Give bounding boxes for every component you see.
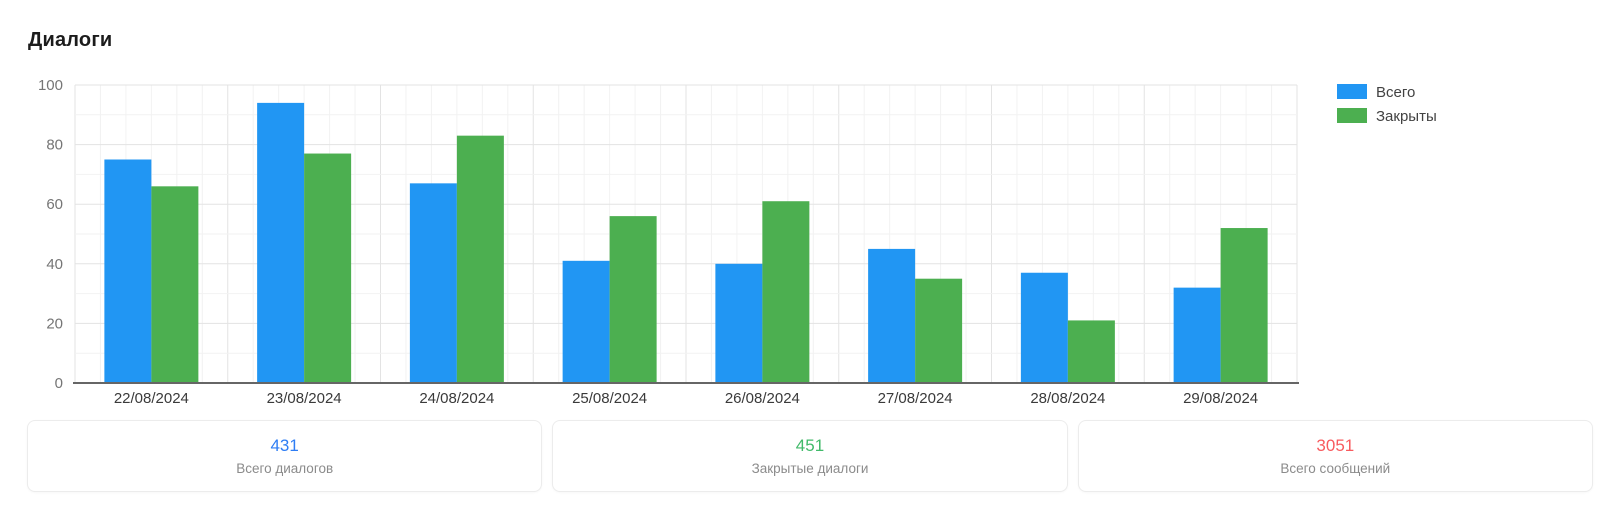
bar-total-22/08/2024[interactable]	[104, 159, 152, 384]
total-dialogs-label: Всего диалогов	[236, 460, 334, 476]
card-total-dialogs: 431 Всего диалогов	[27, 420, 543, 492]
total-dialogs-value: 431	[270, 435, 299, 455]
summary-cards: 431 Всего диалогов 451 Закрытые диалоги …	[27, 420, 1593, 492]
bar-closed-26/08/2024[interactable]	[762, 201, 810, 383]
bar-total-25/08/2024[interactable]	[562, 260, 610, 383]
y-tick-label: 0	[55, 375, 63, 392]
total-messages-value: 3051	[1316, 435, 1355, 455]
bar-closed-22/08/2024[interactable]	[151, 186, 199, 383]
y-tick-label: 40	[46, 256, 63, 273]
legend-label-closed[interactable]: Закрыты	[1376, 108, 1437, 125]
x-tick-label: 27/08/2024	[878, 390, 953, 407]
closed-dialogs-label: Закрытые диалоги	[751, 460, 869, 476]
bar-closed-24/08/2024[interactable]	[456, 135, 504, 383]
x-tick-label: 26/08/2024	[725, 390, 800, 407]
legend-label-total[interactable]: Всего	[1376, 84, 1415, 101]
legend-swatch-closed[interactable]	[1337, 108, 1367, 123]
bar-closed-25/08/2024[interactable]	[609, 216, 657, 383]
bar-closed-27/08/2024[interactable]	[915, 278, 963, 383]
x-tick-label: 28/08/2024	[1030, 390, 1105, 407]
dialogs-bar-chart: 22/08/2024 23/08/2024 24/08/2024 25/08/2024…	[38, 77, 1437, 407]
bar-closed-23/08/2024[interactable]	[304, 153, 352, 383]
bar-closed-29/08/2024[interactable]	[1220, 228, 1268, 383]
bar-total-23/08/2024[interactable]	[257, 102, 305, 383]
y-tick-label: 100	[38, 77, 63, 94]
y-tick-label: 60	[46, 196, 63, 213]
x-tick-label: 23/08/2024	[267, 390, 342, 407]
closed-dialogs-value: 451	[795, 435, 825, 455]
x-tick-label: 25/08/2024	[572, 390, 647, 407]
bar-total-27/08/2024[interactable]	[868, 248, 916, 383]
bar-total-26/08/2024[interactable]	[715, 263, 763, 383]
x-tick-label: 22/08/2024	[114, 390, 189, 407]
bar-total-29/08/2024[interactable]	[1173, 287, 1221, 383]
bar-total-28/08/2024[interactable]	[1020, 272, 1068, 383]
legend-swatch-total[interactable]	[1337, 84, 1367, 99]
card-closed-dialogs: 451 Закрытые диалоги	[552, 420, 1068, 492]
total-messages-label: Всего сообщений	[1280, 460, 1391, 476]
bar-closed-28/08/2024[interactable]	[1067, 320, 1115, 383]
card-total-messages: 3051 Всего сообщений	[1077, 420, 1593, 492]
x-tick-label: 29/08/2024	[1183, 390, 1258, 407]
y-tick-label: 80	[46, 137, 63, 154]
y-tick-label: 20	[46, 315, 63, 332]
bar-total-24/08/2024[interactable]	[409, 183, 457, 383]
page-title: Диалоги	[28, 29, 113, 51]
x-tick-label: 24/08/2024	[419, 390, 494, 407]
